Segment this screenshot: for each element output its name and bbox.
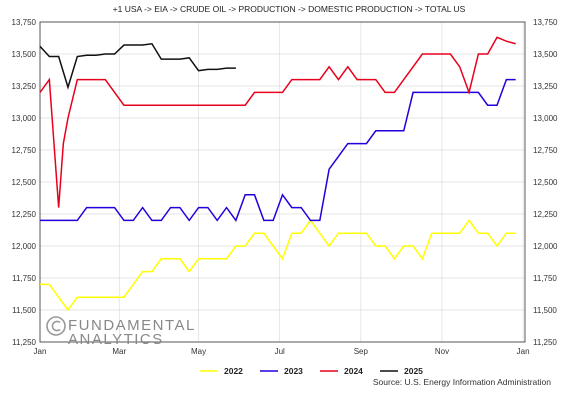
logo-line2: ANALYTICS xyxy=(68,331,164,348)
y-tick-label-right: 12,500 xyxy=(533,178,558,187)
y-axis-right: 11,250 11,500 11,750 12,000 12,250 12,500 12,7… xyxy=(533,18,558,347)
y-tick-label-right: 11,500 xyxy=(533,306,557,315)
source-note: Source: U.S. Energy Information Administ… xyxy=(373,377,551,387)
x-tick-label: Nov xyxy=(435,347,449,356)
y-tick-label-right: 12,000 xyxy=(533,242,558,251)
y-tick-label-right: 11,750 xyxy=(533,274,557,283)
legend-label-2024: 2024 xyxy=(344,366,363,376)
y-tick-label-left: 11,750 xyxy=(12,274,36,283)
x-tick-label: May xyxy=(191,347,206,356)
copyright-icon xyxy=(46,316,66,336)
y-tick-label-left: 13,250 xyxy=(12,82,37,91)
legend-label-2023: 2023 xyxy=(284,366,303,376)
x-tick-label: Sep xyxy=(354,347,369,356)
x-tick-label: Jul xyxy=(275,347,285,356)
y-tick-label-left: 12,000 xyxy=(12,242,37,251)
y-tick-label-left: 13,750 xyxy=(12,18,37,27)
y-tick-label-left: 11,500 xyxy=(12,306,36,315)
y-tick-label-right: 13,250 xyxy=(533,82,558,91)
x-axis: Jan Mar May Jul Sep Nov Jan xyxy=(34,347,530,356)
y-tick-label-left: 12,250 xyxy=(12,210,37,219)
legend-label-2022: 2022 xyxy=(224,366,243,376)
y-tick-label-right: 13,750 xyxy=(533,18,558,27)
fundamental-analytics-logo: FUNDAMENTAL ANALYTICS xyxy=(46,316,196,348)
y-tick-label-left: 12,750 xyxy=(12,146,37,155)
logo-line1: FUNDAMENTAL xyxy=(68,317,196,334)
plot-border xyxy=(39,21,526,343)
y-tick-label-left: 13,000 xyxy=(12,114,37,123)
y-tick-label-right: 12,250 xyxy=(533,210,558,219)
y-tick-label-left: 13,500 xyxy=(12,50,37,59)
legend-label-2025: 2025 xyxy=(404,366,423,376)
series-lines xyxy=(39,36,516,312)
y-tick-label-right: 13,500 xyxy=(533,50,558,59)
series-line-2023 xyxy=(40,78,516,222)
series-line-2025 xyxy=(39,42,236,90)
y-tick-label-left: 11,250 xyxy=(12,338,36,347)
chart-title: +1 USA -> EIA -> CRUDE OIL -> PRODUCTION… xyxy=(113,4,466,14)
series-line-2022 xyxy=(40,219,516,312)
y-tick-label-left: 12,500 xyxy=(12,178,37,187)
x-tick-label: Jan xyxy=(517,347,530,356)
x-tick-label: Mar xyxy=(112,347,126,356)
y-axis-left: 11,250 11,500 11,750 12,000 12,250 12,500 12,7… xyxy=(12,18,37,347)
x-tick-label: Jan xyxy=(34,347,47,356)
copyright-c-glyph xyxy=(51,320,61,332)
y-tick-label-right: 13,000 xyxy=(533,114,558,123)
y-tick-label-right: 11,250 xyxy=(533,338,557,347)
series-line-2024 xyxy=(39,36,516,208)
y-tick-label-right: 12,750 xyxy=(533,146,558,155)
legend: 2022 2023 2024 2025 xyxy=(200,366,423,376)
